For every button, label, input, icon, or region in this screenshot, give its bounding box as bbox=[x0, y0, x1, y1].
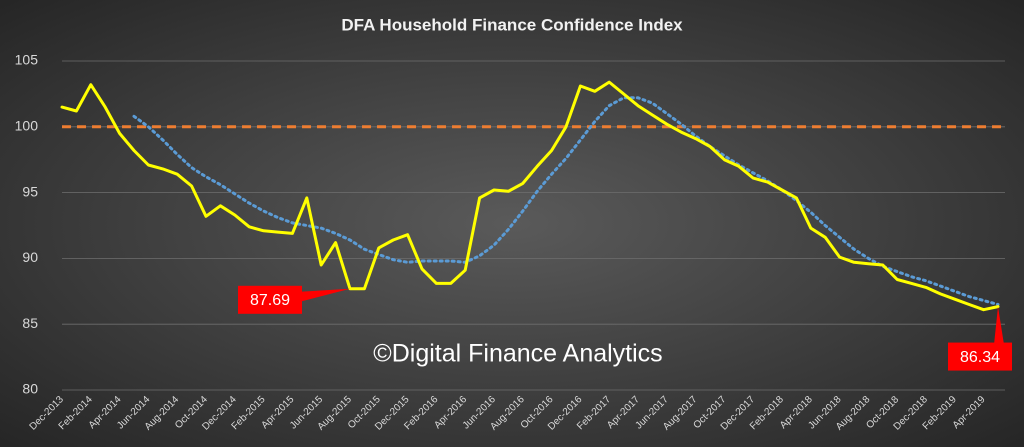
line-series bbox=[132, 96, 1000, 306]
label-box bbox=[948, 342, 1012, 371]
line-series bbox=[60, 80, 1000, 312]
label-pointer bbox=[300, 288, 350, 302]
y-tick-label: 85 bbox=[22, 315, 38, 331]
y-tick-label: 105 bbox=[15, 52, 39, 68]
y-tick-label: 80 bbox=[22, 381, 38, 397]
data-label: 87.69 bbox=[250, 292, 290, 309]
label-box bbox=[238, 285, 302, 314]
y-tick-label: 95 bbox=[22, 183, 38, 199]
watermark: ©Digital Finance Analytics bbox=[373, 340, 662, 368]
y-tick-label: 100 bbox=[15, 118, 39, 134]
label-pointer bbox=[994, 306, 1004, 345]
data-label: 86.34 bbox=[960, 349, 1000, 366]
chart-title: DFA Household Finance Confidence Index bbox=[341, 15, 683, 34]
y-tick-label: 90 bbox=[22, 249, 38, 265]
